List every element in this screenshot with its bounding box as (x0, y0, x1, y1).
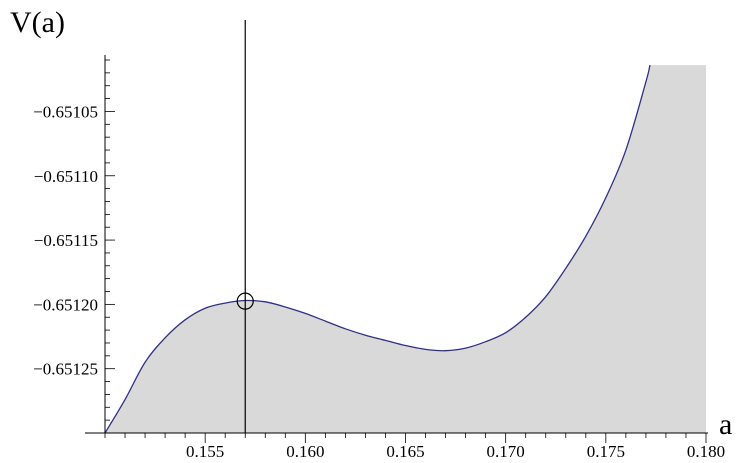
series-line (104, 64, 651, 434)
x-tick-label: 0.170 (487, 442, 525, 461)
local-maximum-marker (236, 292, 254, 310)
curve-layer (104, 64, 651, 434)
x-tick-label: 0.155 (186, 442, 224, 461)
x-tick-label: 0.165 (386, 442, 424, 461)
area-fill-layer (105, 65, 706, 433)
y-axis-title: V(a) (10, 6, 65, 39)
y-tick-label: −0.65110 (34, 167, 98, 186)
x-tick-label: 0.180 (687, 442, 725, 461)
area-fill (105, 65, 706, 433)
y-tick-label: −0.65105 (33, 102, 98, 121)
axis-layer (85, 55, 708, 434)
x-tick-label: 0.160 (286, 442, 324, 461)
tick-layer (104, 59, 707, 443)
marker-layer (236, 292, 254, 310)
x-axis-title: a (719, 408, 732, 441)
x-tick-label: 0.175 (587, 442, 625, 461)
y-tick-label: −0.65120 (33, 295, 98, 314)
y-tick-label: −0.65125 (33, 360, 98, 379)
tick-label-layer: 0.155 0.160 0.165 0.170 0.175 0.180 −0.65105 −0… (33, 102, 725, 461)
y-tick-label: −0.65115 (34, 231, 98, 250)
